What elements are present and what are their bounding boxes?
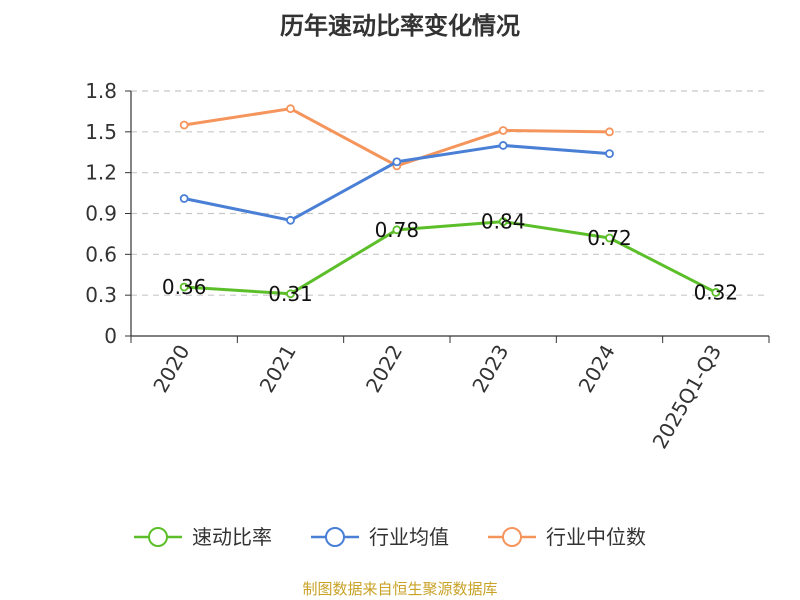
data-point [498,217,508,227]
y-tick-label: 1.8 [85,79,117,103]
data-point [179,282,189,292]
data-point [286,289,295,299]
x-tick-label: 2023 [467,340,513,396]
legend-label: 行业中位数 [546,525,646,549]
legend-marker [148,527,168,547]
series-line [183,107,610,168]
y-tick-label: 0 [104,324,117,348]
data-point [711,288,721,297]
legend-item[interactable]: 行业中位数 [488,525,646,549]
legend: 速动比率 行业均值 行业中位数 [134,525,646,549]
chart-title: 历年速动比率变化情况 [280,12,520,40]
data-point [392,225,402,235]
y-tick-label: 0.3 [85,283,117,307]
data-point [605,233,614,243]
data-point [179,120,189,130]
legend-marker [325,527,345,547]
x-tick-label: 2022 [361,341,407,397]
legend-label: 速动比率 [192,525,272,549]
y-tick-label: 1.2 [85,161,117,185]
grid-lines [131,90,769,296]
legend-marker [502,527,522,547]
data-point [498,141,508,150]
series-line [183,143,610,222]
data-label: 0.32 [694,280,739,304]
x-tick-label: 2021 [255,341,301,397]
data-point [605,127,614,137]
series-line [184,220,717,296]
x-tick-label: 2020 [148,341,194,397]
series-layer [179,104,721,299]
x-tick-label: 2025Q1-Q3 [647,341,726,453]
source-note: 制图数据来自恒生聚源数据库 [302,580,497,598]
data-point [498,126,508,135]
legend-item[interactable]: 行业均值 [311,525,449,549]
data-label: 0.84 [481,210,526,234]
data-point [605,149,614,159]
legend-item[interactable]: 速动比率 [134,525,272,549]
data-labels: 0.36 0.31 0.78 0.84 0.72 0.32 [162,210,738,306]
data-label: 0.36 [162,275,207,299]
data-label: 0.31 [268,282,313,306]
data-label: 0.78 [375,218,420,242]
y-tick-label: 1.5 [85,120,117,144]
data-label: 0.72 [587,226,632,250]
y-tick-label: 0.9 [85,202,117,226]
data-point [286,215,295,225]
data-point [179,194,189,203]
x-tick-label: 2024 [574,341,620,397]
legend-label: 行业均值 [369,525,449,549]
data-point [392,157,402,167]
data-point [286,104,295,114]
y-tick-label: 0.6 [85,242,117,266]
